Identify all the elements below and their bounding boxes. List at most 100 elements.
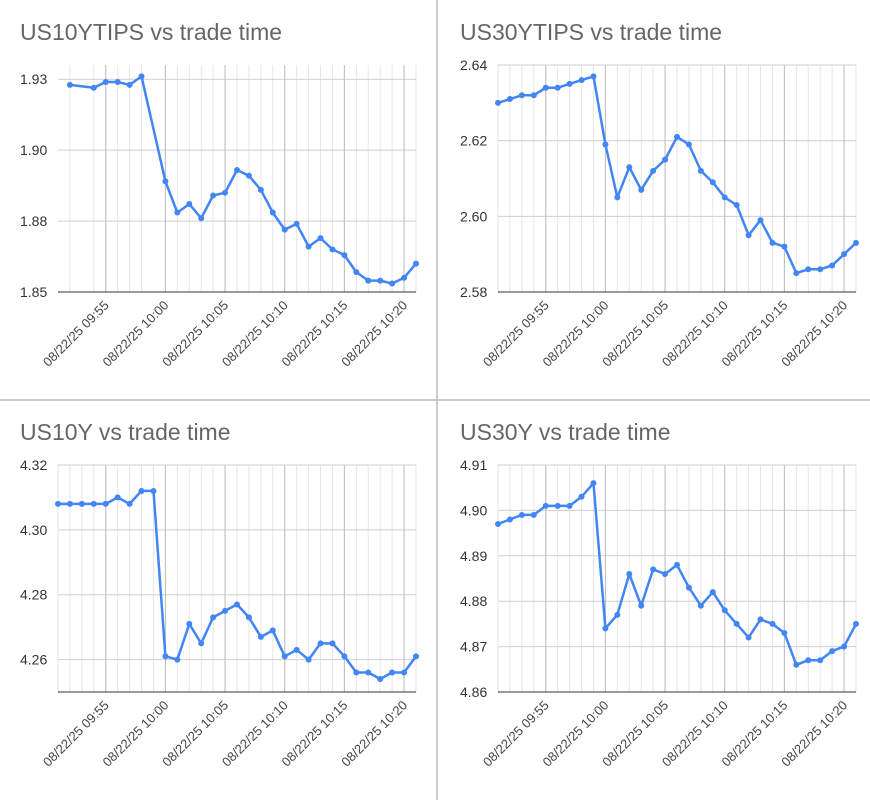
data-point — [674, 561, 680, 568]
data-point — [829, 262, 836, 269]
data-point — [662, 570, 669, 577]
data-point — [733, 201, 740, 208]
data-point — [353, 669, 360, 676]
data-point — [650, 566, 657, 573]
data-point — [495, 521, 501, 528]
data-point — [305, 656, 312, 663]
data-point — [377, 277, 384, 284]
data-point — [257, 186, 264, 193]
chart-title: US30YTIPS vs trade time — [460, 19, 722, 45]
data-point — [138, 73, 145, 80]
data-point — [293, 220, 300, 227]
data-point — [281, 653, 288, 660]
data-point — [317, 640, 324, 647]
data-point — [757, 217, 764, 224]
data-point — [413, 653, 419, 660]
data-point — [506, 516, 513, 523]
data-point — [566, 80, 573, 87]
data-point — [674, 133, 680, 140]
data-point — [697, 167, 704, 174]
data-point — [817, 266, 824, 273]
data-point — [733, 620, 740, 627]
data-point — [614, 194, 621, 201]
data-point — [853, 239, 859, 246]
y-tick-label: 4.90 — [460, 502, 487, 518]
data-point — [542, 502, 549, 509]
chart-title: US10YTIPS vs trade time — [20, 19, 282, 45]
data-point — [769, 620, 776, 627]
y-tick-label: 1.88 — [20, 213, 47, 229]
y-tick-label: 4.28 — [20, 587, 47, 603]
y-tick-label: 4.26 — [20, 652, 47, 668]
data-point — [626, 164, 633, 171]
data-point — [186, 620, 193, 627]
data-point — [389, 280, 396, 287]
y-tick-label: 4.86 — [460, 684, 487, 700]
data-point — [317, 235, 324, 242]
data-point — [198, 640, 205, 647]
data-point — [602, 141, 609, 148]
data-point — [781, 243, 788, 250]
data-point — [210, 192, 217, 199]
data-point — [662, 156, 669, 163]
data-point — [162, 178, 169, 185]
data-point — [341, 653, 348, 660]
data-point — [554, 84, 561, 91]
data-point — [269, 627, 276, 634]
data-point — [709, 179, 716, 186]
y-tick-label: 2.64 — [460, 57, 487, 73]
data-point — [721, 194, 728, 201]
data-point — [66, 81, 73, 88]
data-point — [102, 79, 109, 86]
data-point — [186, 201, 193, 208]
data-point — [222, 607, 229, 614]
data-point — [138, 487, 145, 494]
data-point — [245, 172, 252, 179]
data-point — [293, 646, 300, 653]
data-point — [413, 260, 419, 267]
data-point — [685, 584, 692, 591]
data-point — [853, 620, 859, 627]
data-point — [210, 614, 217, 621]
data-point — [401, 274, 408, 281]
data-point — [793, 270, 800, 277]
chart-title: US10Y vs trade time — [20, 419, 231, 445]
data-point — [697, 602, 704, 609]
data-point — [518, 92, 525, 99]
data-point — [757, 616, 764, 623]
y-tick-label: 1.93 — [20, 71, 47, 87]
data-point — [709, 589, 716, 596]
y-tick-label: 4.88 — [460, 593, 487, 609]
data-point — [55, 500, 61, 507]
data-point — [805, 657, 812, 664]
chart-title: US30Y vs trade time — [460, 419, 671, 445]
data-point — [234, 166, 240, 173]
data-point — [554, 502, 561, 509]
data-point — [829, 648, 836, 655]
data-point — [257, 633, 264, 640]
data-point — [90, 500, 97, 507]
data-point — [222, 189, 229, 196]
data-point — [126, 81, 133, 88]
data-point — [578, 493, 585, 500]
data-point — [341, 252, 348, 259]
data-point — [518, 511, 525, 518]
data-point — [793, 661, 800, 668]
data-point — [745, 634, 752, 641]
data-point — [114, 79, 121, 86]
y-tick-label: 4.30 — [20, 522, 47, 538]
data-point — [626, 570, 633, 577]
data-point — [90, 84, 97, 91]
data-point — [234, 601, 240, 608]
data-point — [329, 640, 336, 647]
data-point — [530, 511, 537, 518]
data-point — [102, 500, 109, 507]
data-point — [174, 656, 181, 663]
data-point — [281, 226, 288, 233]
data-point — [817, 657, 824, 664]
y-tick-label: 4.89 — [460, 548, 487, 564]
data-point — [78, 500, 85, 507]
y-tick-label: 1.90 — [20, 142, 47, 158]
data-point — [506, 96, 513, 103]
